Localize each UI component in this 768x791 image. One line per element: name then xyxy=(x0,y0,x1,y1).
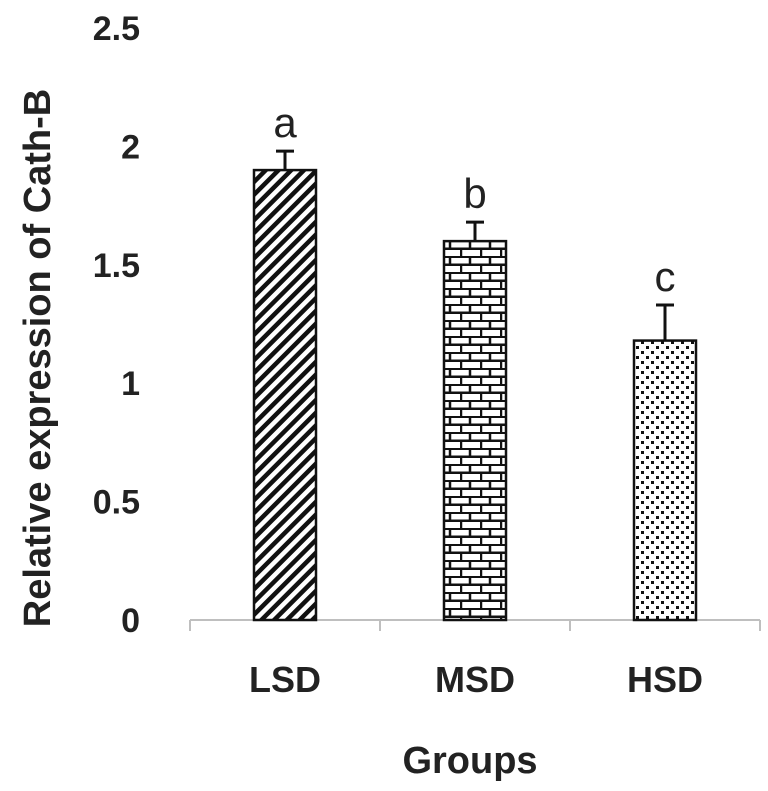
bar-msd xyxy=(442,239,508,622)
y-tick-label: 1 xyxy=(121,365,140,403)
x-axis-title: Groups xyxy=(402,740,537,782)
significance-letter: c xyxy=(655,253,676,300)
bar-hsd xyxy=(632,339,698,622)
bars: a b c xyxy=(252,99,698,622)
category-label: MSD xyxy=(435,659,515,700)
category-label: LSD xyxy=(249,659,321,700)
significance-letter: a xyxy=(273,99,297,146)
y-tick-label: 0.5 xyxy=(93,484,140,522)
x-axis xyxy=(189,619,761,631)
bar-lsd xyxy=(252,168,318,622)
y-tick-label: 2.5 xyxy=(93,10,140,48)
y-tick-label: 0 xyxy=(121,602,140,640)
y-axis-title: Relative expression of Cath-B xyxy=(17,89,59,627)
y-axis-tick-labels: 0 0.5 1 1.5 2 2.5 xyxy=(93,10,140,640)
category-label: HSD xyxy=(627,659,703,700)
significance-letter: b xyxy=(463,170,486,217)
y-tick-label: 1.5 xyxy=(93,247,140,285)
category-labels: LSD MSD HSD xyxy=(249,659,703,700)
y-tick-label: 2 xyxy=(121,128,140,166)
